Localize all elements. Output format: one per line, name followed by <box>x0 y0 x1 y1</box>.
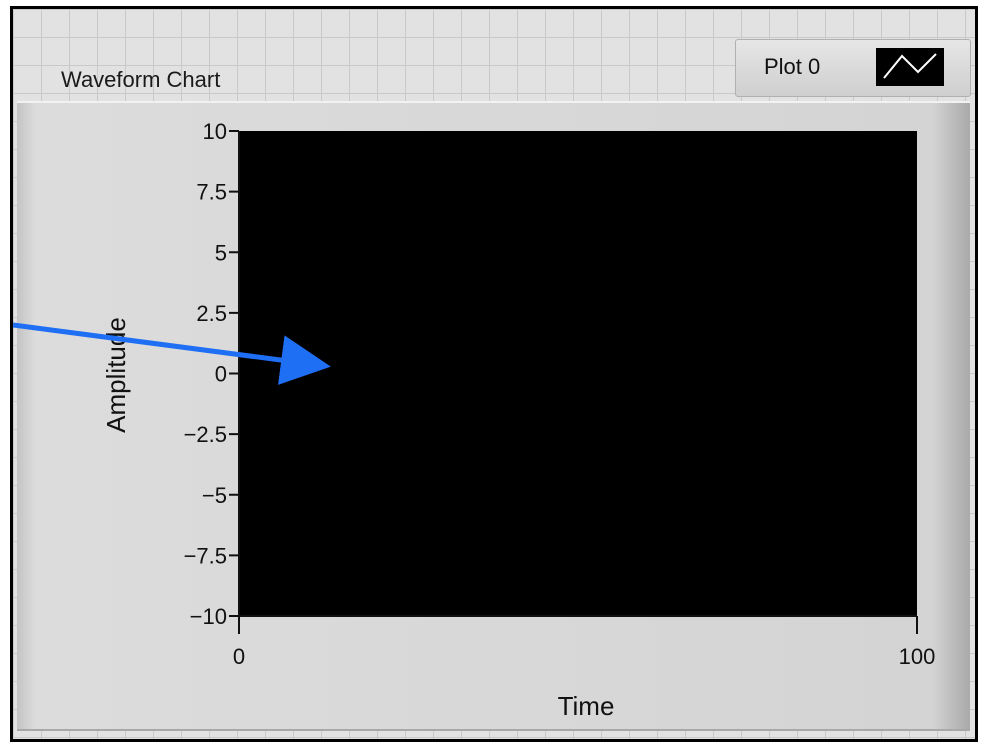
line-plot-swatch-icon[interactable] <box>876 48 944 86</box>
x-axis-title: Time <box>558 691 615 721</box>
y-tick-label: −2.5 <box>184 422 227 447</box>
waveform-chart-frame: Waveform Chart Plot 0 10 7.5 5 2.5 0 −2.5 −5 −7… <box>10 6 978 742</box>
annotation-arrow-shaft <box>13 322 331 385</box>
y-tick-label: −10 <box>190 604 227 629</box>
y-tick-label: 10 <box>203 119 227 144</box>
plot-area[interactable] <box>239 131 917 616</box>
chart-svg: 10 7.5 5 2.5 0 −2.5 −5 −7.5 −10 0 100 Amplitude T… <box>13 119 936 721</box>
annotation-arrow <box>13 322 331 385</box>
chart-label: Waveform Chart <box>61 67 221 92</box>
x-tick-label: 100 <box>899 644 936 669</box>
y-axis: 10 7.5 5 2.5 0 −2.5 −5 −7.5 −10 <box>184 119 240 629</box>
plot-legend[interactable]: Plot 0 <box>735 39 971 97</box>
x-axis: 0 100 <box>233 615 936 669</box>
y-tick-label: −7.5 <box>184 543 227 568</box>
y-tick-label: 0 <box>215 362 227 387</box>
y-tick-label: 7.5 <box>196 180 227 205</box>
legend-plot-name: Plot 0 <box>764 54 821 79</box>
y-tick-label: 5 <box>215 240 227 265</box>
x-tick-label: 0 <box>233 644 245 669</box>
y-tick-label: 2.5 <box>196 301 227 326</box>
y-tick-label: −5 <box>202 483 227 508</box>
y-axis-title: Amplitude <box>101 317 131 433</box>
